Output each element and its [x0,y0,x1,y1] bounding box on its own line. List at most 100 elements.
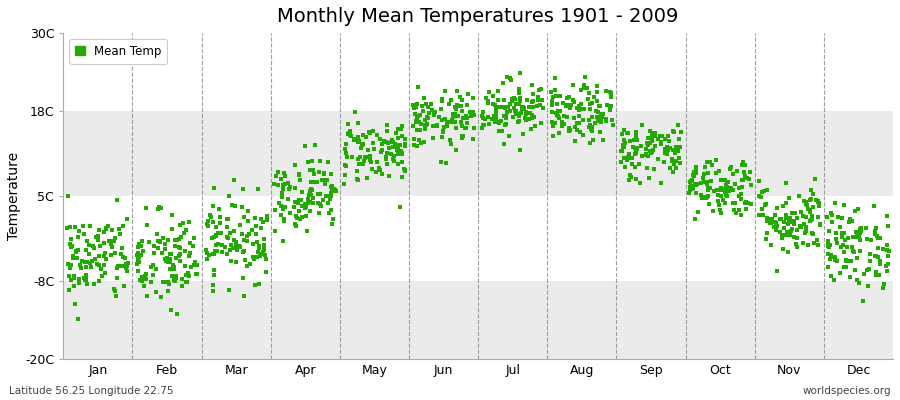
Point [149,231,164,237]
Point [739,206,753,212]
Point [99,226,113,232]
Point [790,235,805,242]
Point [742,176,756,182]
Point [842,219,856,225]
Point [340,153,355,160]
Point [67,253,81,259]
Point [248,231,263,237]
Point [241,208,256,214]
Point [796,213,810,220]
Point [363,130,377,136]
Point [154,294,168,300]
Point [300,204,314,210]
Point [756,212,770,219]
Point [161,288,176,295]
Point [321,159,336,165]
Point [229,259,243,266]
Point [395,133,410,139]
Point [358,154,373,160]
Point [831,214,845,220]
Point [845,244,859,250]
Point [92,262,106,268]
Point [321,210,336,217]
Point [843,216,858,223]
Point [97,262,112,268]
Point [623,154,637,161]
Point [446,114,461,120]
Point [562,126,577,133]
Point [811,198,825,204]
Point [88,255,103,262]
Point [505,98,519,104]
Point [699,181,714,187]
Point [581,96,596,102]
Point [688,190,703,196]
Point [585,124,599,130]
Point [599,88,614,94]
Point [849,228,863,235]
Point [735,177,750,183]
Point [221,235,236,241]
Point [629,132,643,139]
Point [363,153,377,160]
Point [427,134,441,141]
Point [520,97,535,104]
Point [592,102,607,109]
Point [780,221,795,227]
Point [824,242,838,248]
Point [111,263,125,270]
Point [572,113,587,120]
Point [617,155,632,161]
Point [439,121,454,127]
Point [794,208,808,215]
Point [769,220,783,226]
Point [395,150,410,156]
Point [251,248,266,255]
Point [104,241,118,247]
Point [507,95,521,101]
Point [139,271,153,278]
Point [759,236,773,242]
Point [630,136,644,143]
Point [458,124,473,131]
Point [289,212,303,219]
Point [443,136,457,143]
Point [303,178,318,185]
Point [644,148,658,154]
Point [552,114,566,121]
Point [824,254,839,260]
Point [570,104,584,111]
Point [880,268,895,274]
Point [588,119,602,126]
Point [362,129,376,135]
Point [78,247,93,254]
Point [248,215,263,222]
Point [647,166,662,172]
Point [165,272,179,279]
Point [551,108,565,114]
Point [222,230,237,236]
Point [839,257,853,264]
Point [544,88,559,95]
Point [625,174,639,180]
Point [260,213,274,220]
Point [574,106,589,112]
Point [822,244,836,250]
Point [500,115,514,121]
Point [551,113,565,120]
Point [582,122,597,128]
Point [708,156,723,163]
Point [553,93,567,99]
Point [393,126,408,132]
Point [825,212,840,219]
Point [318,181,332,187]
Legend: Mean Temp: Mean Temp [69,39,167,64]
Point [868,252,883,259]
Point [721,188,735,194]
Point [456,133,471,140]
Point [603,107,617,113]
Point [868,225,883,232]
Point [489,114,503,120]
Point [779,229,794,236]
Point [212,206,227,212]
